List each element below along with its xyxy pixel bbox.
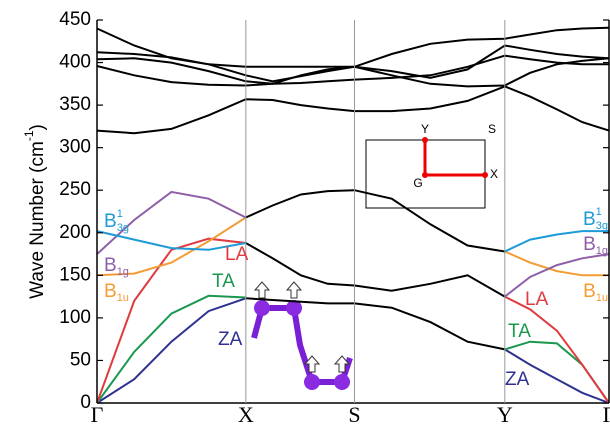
band-line [97, 56, 609, 84]
band-line [97, 231, 609, 251]
x-tick-label: Γ [91, 402, 104, 427]
inset-point [482, 172, 488, 178]
x-tick-label: S [348, 402, 360, 427]
band-label: ZA [218, 329, 243, 350]
band-label: LA [525, 289, 549, 310]
band-label-name: TA [212, 271, 235, 292]
band-line [97, 28, 609, 67]
band-label-name: B [583, 234, 596, 255]
band-label-name: LA [225, 244, 249, 265]
band-label-sub: 1g [117, 266, 129, 278]
inset-label: G [413, 176, 422, 190]
y-tick-label: 0 [80, 392, 91, 413]
band-line [97, 86, 609, 133]
band-label-name: B [104, 281, 117, 302]
band-line [246, 243, 505, 297]
band-label: B1u [583, 281, 608, 304]
y-tick-label: 50 [70, 349, 91, 370]
band-label-sub: 1g [596, 245, 608, 257]
x-tick-label: Γ [603, 402, 610, 427]
band-line [97, 192, 609, 297]
band-label-name: ZA [218, 329, 243, 350]
inset-label: X [490, 167, 498, 181]
band-line [97, 218, 609, 276]
band-label-sub: 1u [596, 292, 608, 304]
band-label: B1 3g [583, 206, 608, 232]
band-label-sub: 1u [117, 292, 129, 304]
inset-point [422, 172, 428, 178]
band-label-name: ZA [505, 369, 530, 390]
band-label-name: LA [525, 289, 549, 310]
band-label-name: B [583, 281, 596, 302]
x-tick-label: X [238, 402, 254, 427]
y-tick-label: 300 [59, 137, 91, 158]
band-line [97, 298, 609, 403]
y-axis-label-text: Wave Number (cm [27, 141, 48, 299]
y-tick-label: 200 [59, 222, 91, 243]
inset-point [422, 137, 428, 143]
y-tick-label: 450 [59, 9, 91, 30]
band-label-name: B [583, 209, 596, 230]
structure-icon [254, 282, 350, 390]
y-tick-label: 100 [59, 307, 91, 328]
y-tick-label: 150 [59, 264, 91, 285]
band-label: B1 3g [104, 208, 129, 234]
band-label: LA [225, 244, 249, 265]
band-label: ZA [505, 369, 530, 390]
band-label-sub: 3g [596, 220, 608, 232]
band-label-name: B [104, 255, 117, 276]
band-label: TA [212, 271, 235, 292]
chart: Y S G X ΓXSYΓ050100150200250300350400450… [0, 0, 610, 427]
band-label: TA [508, 321, 531, 342]
y-axis-label-suffix: ) [27, 124, 48, 130]
y-axis-label: Wave Number (cm-1) [22, 124, 48, 299]
band-label: B1g [583, 234, 608, 257]
band-label-name: B [104, 211, 117, 232]
band-label-sub: 3g [117, 222, 129, 234]
y-axis-label-sup: -1 [22, 130, 36, 141]
band-label-sup: 1 [117, 208, 123, 220]
inset-label: S [488, 122, 496, 136]
inset-label: Y [421, 122, 429, 136]
y-tick-label: 400 [59, 52, 91, 73]
y-tick-label: 350 [59, 94, 91, 115]
band-label: B1u [104, 281, 129, 304]
band-label-name: TA [508, 321, 531, 342]
band-label-sup: 1 [596, 206, 602, 218]
x-tick-label: Y [497, 402, 513, 427]
band-label: B1g [104, 255, 129, 278]
y-tick-label: 250 [59, 179, 91, 200]
